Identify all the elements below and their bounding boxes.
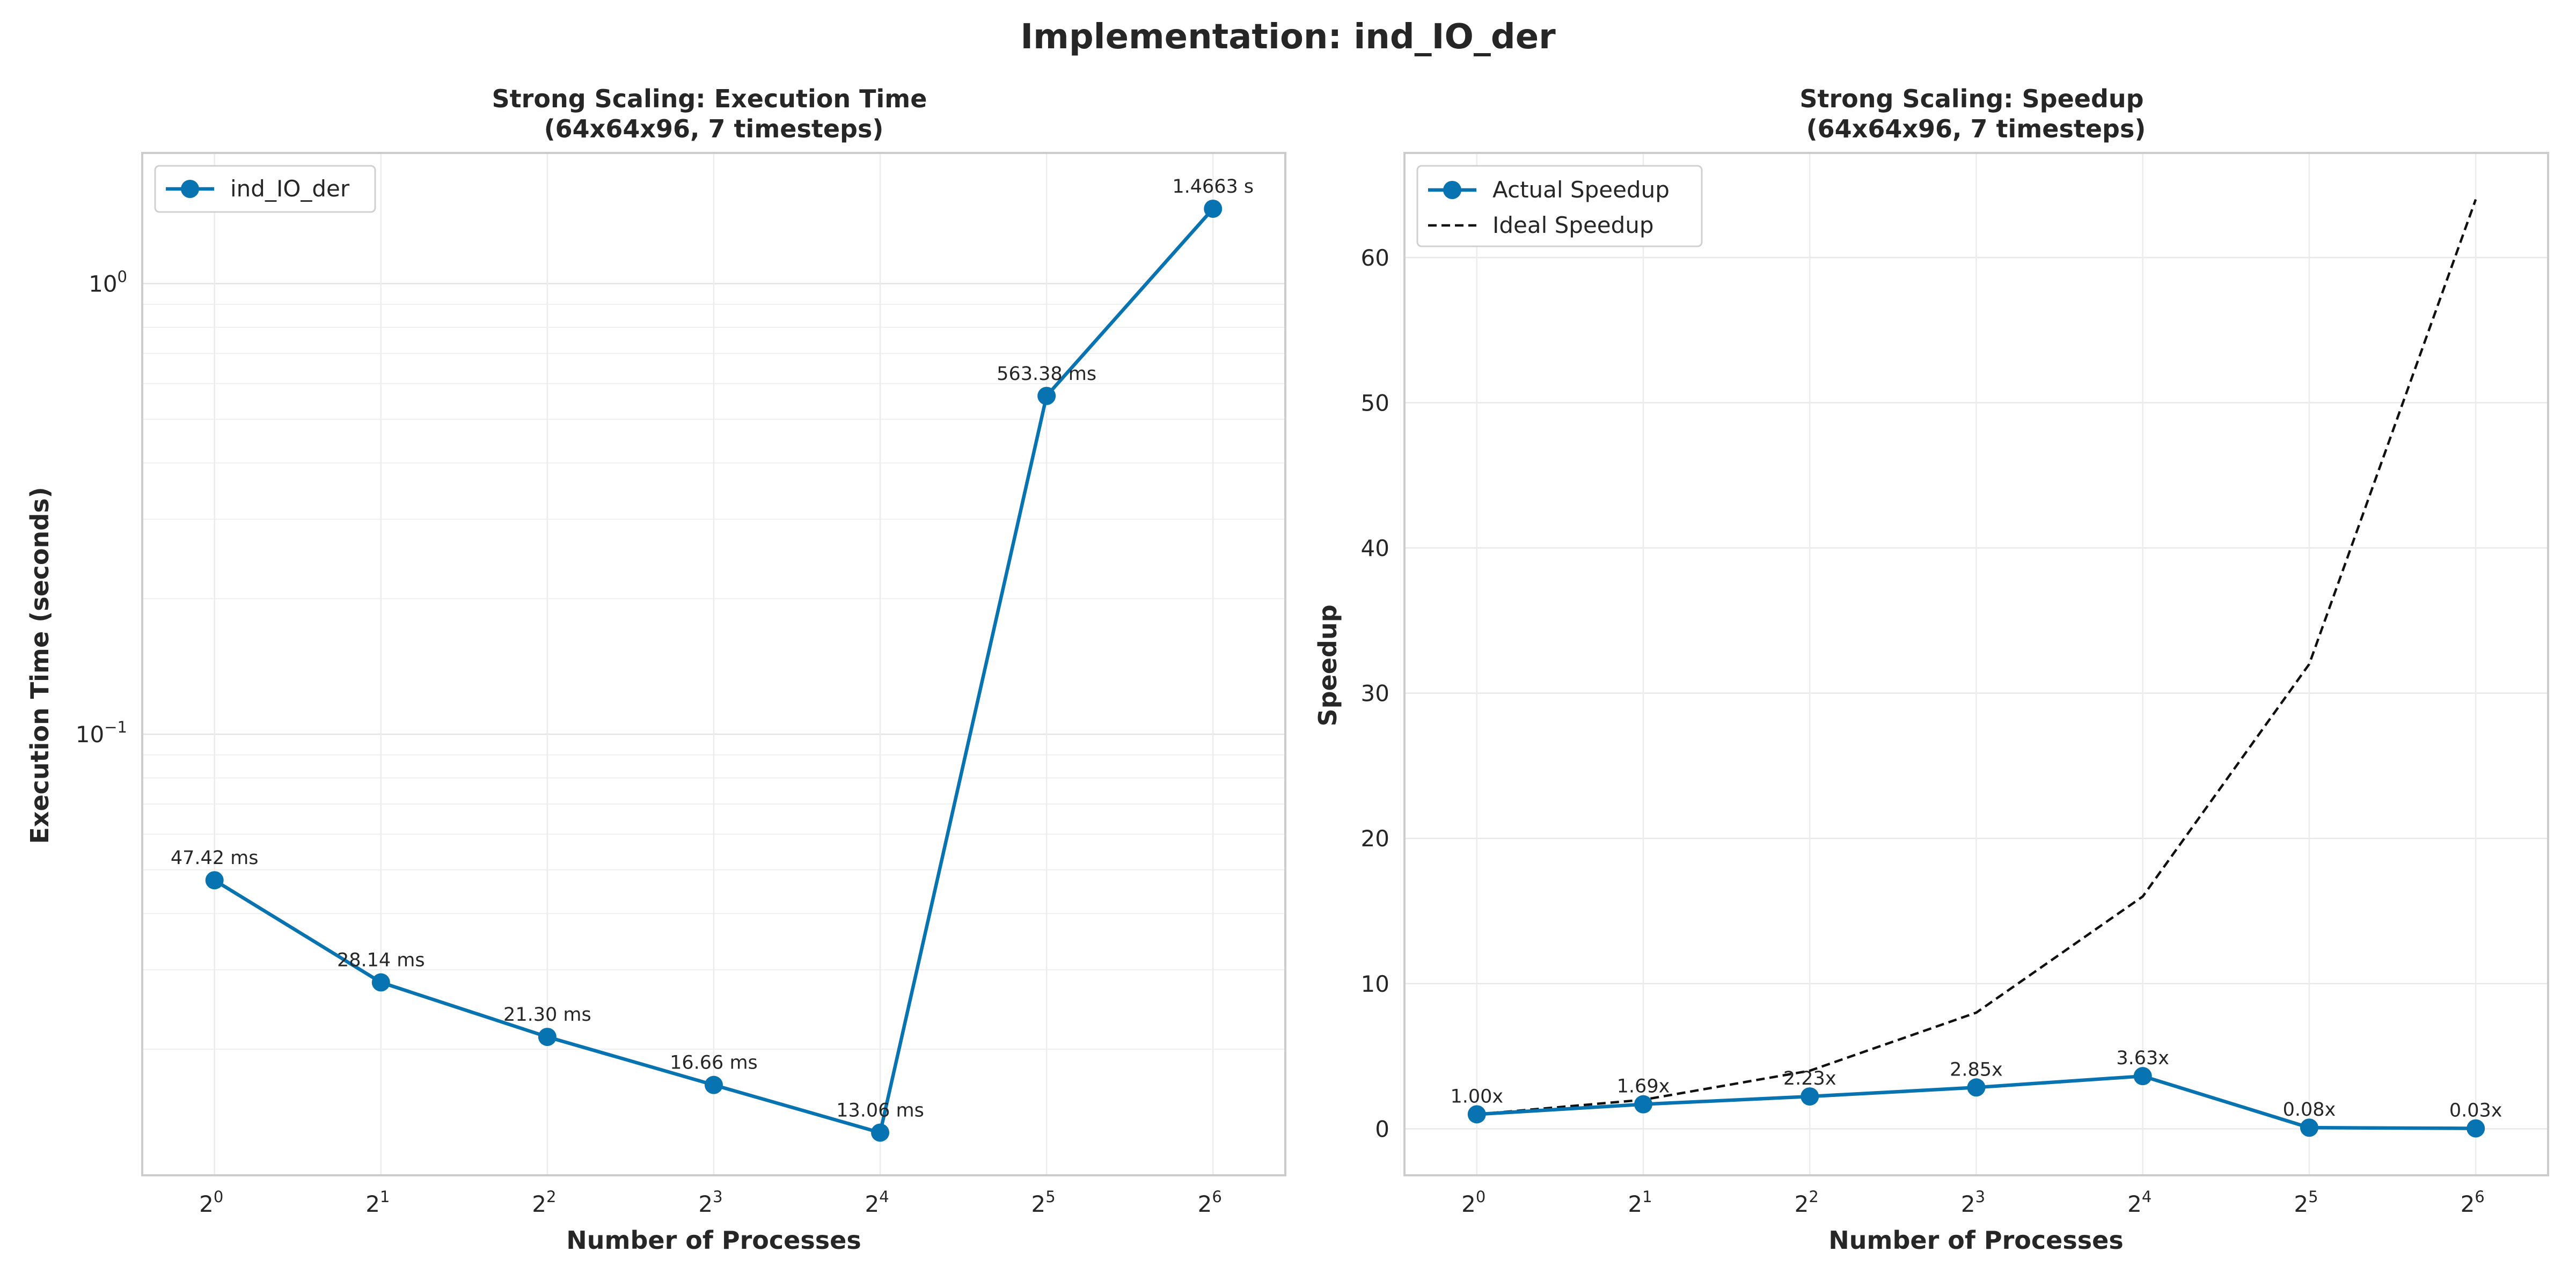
speedup-data-label: 0.08x — [2283, 1099, 2336, 1121]
right-legend-actual-label: Actual Speedup — [1492, 177, 1670, 203]
right-chart-title-line2: (64x64x96, 7 timesteps) — [1806, 114, 2146, 143]
right-y-tick-label: 10 — [1361, 971, 1389, 997]
right-x-tick-label: 25 — [2294, 1188, 2318, 1217]
speedup-data-label: 2.23x — [1783, 1068, 1836, 1089]
right-x-tick-label: 26 — [2461, 1188, 2485, 1217]
speedup-data-point — [1801, 1087, 1819, 1106]
speedup-panel: Strong Scaling: Speedup (64x64x96, 7 tim… — [1313, 84, 2549, 1255]
left-x-tick-label: 25 — [1031, 1188, 1056, 1217]
speedup-data-point — [2467, 1119, 2485, 1138]
right-y-tick-label: 60 — [1361, 245, 1389, 271]
speedup-data-point — [1967, 1078, 1986, 1097]
right-x-tick-label: 22 — [1795, 1188, 1819, 1217]
left-data-point — [1204, 199, 1223, 218]
speedup-data-label: 1.69x — [1617, 1076, 1670, 1097]
left-y-tick-label: 10−1 — [76, 718, 127, 748]
figure-suptitle: Implementation: ind_IO_der — [1020, 17, 1556, 57]
speedup-data-label: 2.85x — [1950, 1059, 2003, 1080]
right-legend-actual-marker-swatch — [1443, 181, 1461, 199]
right-x-tick-label: 23 — [1961, 1188, 1985, 1217]
left-data-label: 47.42 ms — [171, 847, 259, 869]
left-data-label: 563.38 ms — [997, 363, 1096, 385]
speedup-data-label: 3.63x — [2116, 1048, 2169, 1069]
left-x-tick-label: 22 — [532, 1188, 556, 1217]
execution-time-panel: Strong Scaling: Execution Time (64x64x96… — [25, 84, 1286, 1255]
right-y-tick-label: 30 — [1361, 680, 1389, 707]
left-chart-title: Strong Scaling: Execution Time (64x64x96… — [492, 84, 936, 143]
left-data-point — [1037, 386, 1056, 405]
left-data-point — [871, 1123, 890, 1142]
left-legend-label: ind_IO_der — [230, 175, 350, 202]
left-legend-marker-swatch — [181, 180, 199, 198]
left-legend-box — [154, 165, 376, 213]
right-y-tick-label: 0 — [1375, 1116, 1389, 1142]
speedup-data-label: 1.00x — [1450, 1086, 1503, 1107]
speedup-data-point — [2133, 1067, 2152, 1086]
left-plot-frame — [141, 152, 1286, 1176]
left-data-label: 13.06 ms — [836, 1100, 924, 1121]
left-xlabel: Number of Processes — [566, 1226, 861, 1255]
left-x-tick-label: 20 — [199, 1188, 223, 1217]
right-chart-title: Strong Scaling: Speedup (64x64x96, 7 tim… — [1799, 84, 2152, 143]
speedup-data-label: 0.03x — [2449, 1100, 2502, 1122]
left-chart-title-line1: Strong Scaling: Execution Time — [492, 84, 927, 113]
left-data-label: 21.30 ms — [503, 1004, 591, 1026]
right-y-tick-label: 20 — [1361, 825, 1389, 852]
right-xlabel: Number of Processes — [1828, 1226, 2123, 1255]
right-y-tick-label: 40 — [1361, 535, 1389, 561]
left-data-label: 28.14 ms — [337, 950, 425, 971]
left-chart-title-line2: (64x64x96, 7 timesteps) — [544, 114, 884, 143]
speedup-data-point — [2300, 1118, 2318, 1137]
right-legend-ideal-label: Ideal Speedup — [1492, 212, 1654, 238]
left-data-point — [205, 871, 224, 890]
left-y-tick-label: 100 — [89, 268, 127, 297]
left-data-point — [371, 973, 390, 992]
left-data-label: 16.66 ms — [670, 1052, 758, 1074]
left-x-tick-label: 23 — [698, 1188, 722, 1217]
left-data-point — [704, 1075, 723, 1094]
right-plot-frame — [1403, 152, 2549, 1176]
left-x-tick-label: 26 — [1198, 1188, 1222, 1217]
speedup-data-point — [1467, 1105, 1486, 1124]
left-ylabel: Execution Time (seconds) — [25, 487, 54, 844]
right-x-tick-label: 24 — [2127, 1188, 2151, 1217]
right-legend-box — [1416, 165, 1703, 247]
right-x-tick-label: 20 — [1461, 1188, 1485, 1217]
left-data-label: 1.4663 s — [1172, 176, 1254, 197]
right-y-tick-label: 50 — [1361, 390, 1389, 416]
left-x-tick-label: 21 — [365, 1188, 390, 1217]
right-x-tick-label: 21 — [1628, 1188, 1652, 1217]
left-data-point — [538, 1028, 557, 1046]
right-ylabel: Speedup — [1313, 604, 1342, 726]
speedup-data-point — [1634, 1095, 1652, 1114]
left-x-tick-label: 24 — [865, 1188, 889, 1217]
right-chart-title-line1: Strong Scaling: Speedup — [1799, 84, 2143, 113]
